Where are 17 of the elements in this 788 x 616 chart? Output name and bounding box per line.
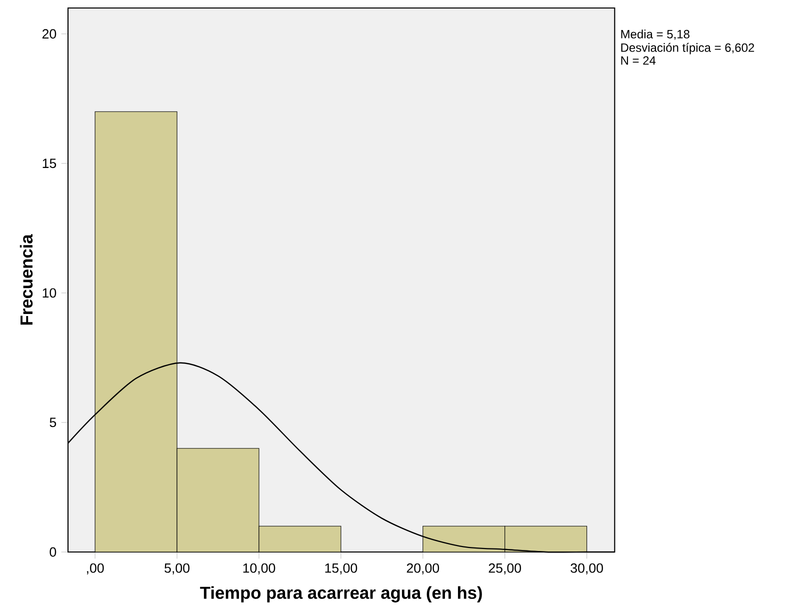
x-tick-label: 5,00 [164,563,190,574]
text: Media = 5,18 [621,30,690,40]
text: N = 24 [621,56,656,65]
x-tick-label: 10,00 [243,563,276,574]
text: Desviación típica = 6,602 [621,42,754,54]
y-tick-label: 20 [42,29,56,39]
x-tick-label: 25,00 [488,563,522,574]
x-tick-label: 20,00 [406,563,440,574]
y-axis-title: Frecuencia [20,234,33,325]
x-tick-label: 15,00 [325,563,358,574]
y-tick-label: 10 [42,288,56,298]
y-tick-label: 15 [42,158,56,168]
x-axis-title: Tiempo para acarrear agua (en hs) [200,586,482,602]
x-tick-label: ,00 [86,563,104,574]
y-tick-label: 5 [50,418,56,428]
y-tick-label: 0 [50,547,56,557]
x-tick-label: 30,00 [570,563,603,574]
